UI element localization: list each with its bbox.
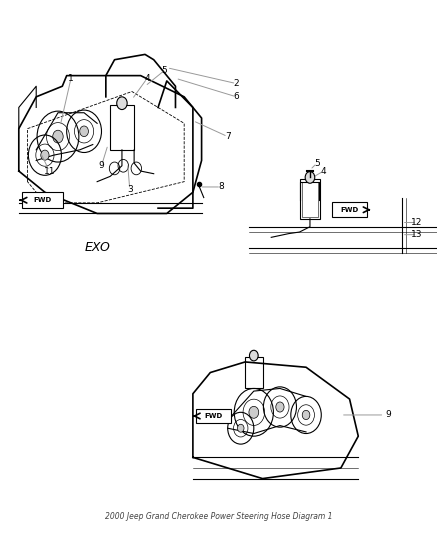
Text: 4: 4 [145,74,150,83]
Text: 2000 Jeep Grand Cherokee Power Steering Hose Diagram 1: 2000 Jeep Grand Cherokee Power Steering … [105,512,333,521]
Circle shape [80,126,88,136]
Text: 4: 4 [321,166,326,175]
Text: 7: 7 [225,132,230,141]
Text: 1: 1 [68,74,74,83]
Text: 13: 13 [411,230,423,239]
Text: 5: 5 [314,159,320,167]
Circle shape [250,350,258,361]
Text: 12: 12 [411,218,423,227]
Bar [300,179,321,219]
Text: 5: 5 [162,66,167,75]
Text: 3: 3 [127,185,133,194]
Text: EXO: EXO [84,241,110,254]
Circle shape [237,424,244,432]
Circle shape [302,410,310,419]
Text: FWD: FWD [34,197,52,203]
Circle shape [249,406,259,418]
Circle shape [117,97,127,110]
Text: 9: 9 [386,410,392,419]
Circle shape [53,130,63,143]
Text: 6: 6 [233,92,239,101]
Text: FWD: FWD [340,207,359,213]
Text: 11: 11 [43,166,55,175]
Circle shape [41,150,49,160]
Circle shape [305,172,315,183]
Text: 9: 9 [99,161,104,170]
FancyBboxPatch shape [22,192,63,208]
Text: 8: 8 [218,182,224,191]
Text: FWD: FWD [205,413,223,419]
Bar [110,105,134,150]
Bar [302,182,318,216]
Circle shape [276,402,284,412]
Text: 2: 2 [233,79,239,88]
Bar [245,357,262,389]
FancyBboxPatch shape [196,409,231,423]
FancyBboxPatch shape [332,203,367,217]
